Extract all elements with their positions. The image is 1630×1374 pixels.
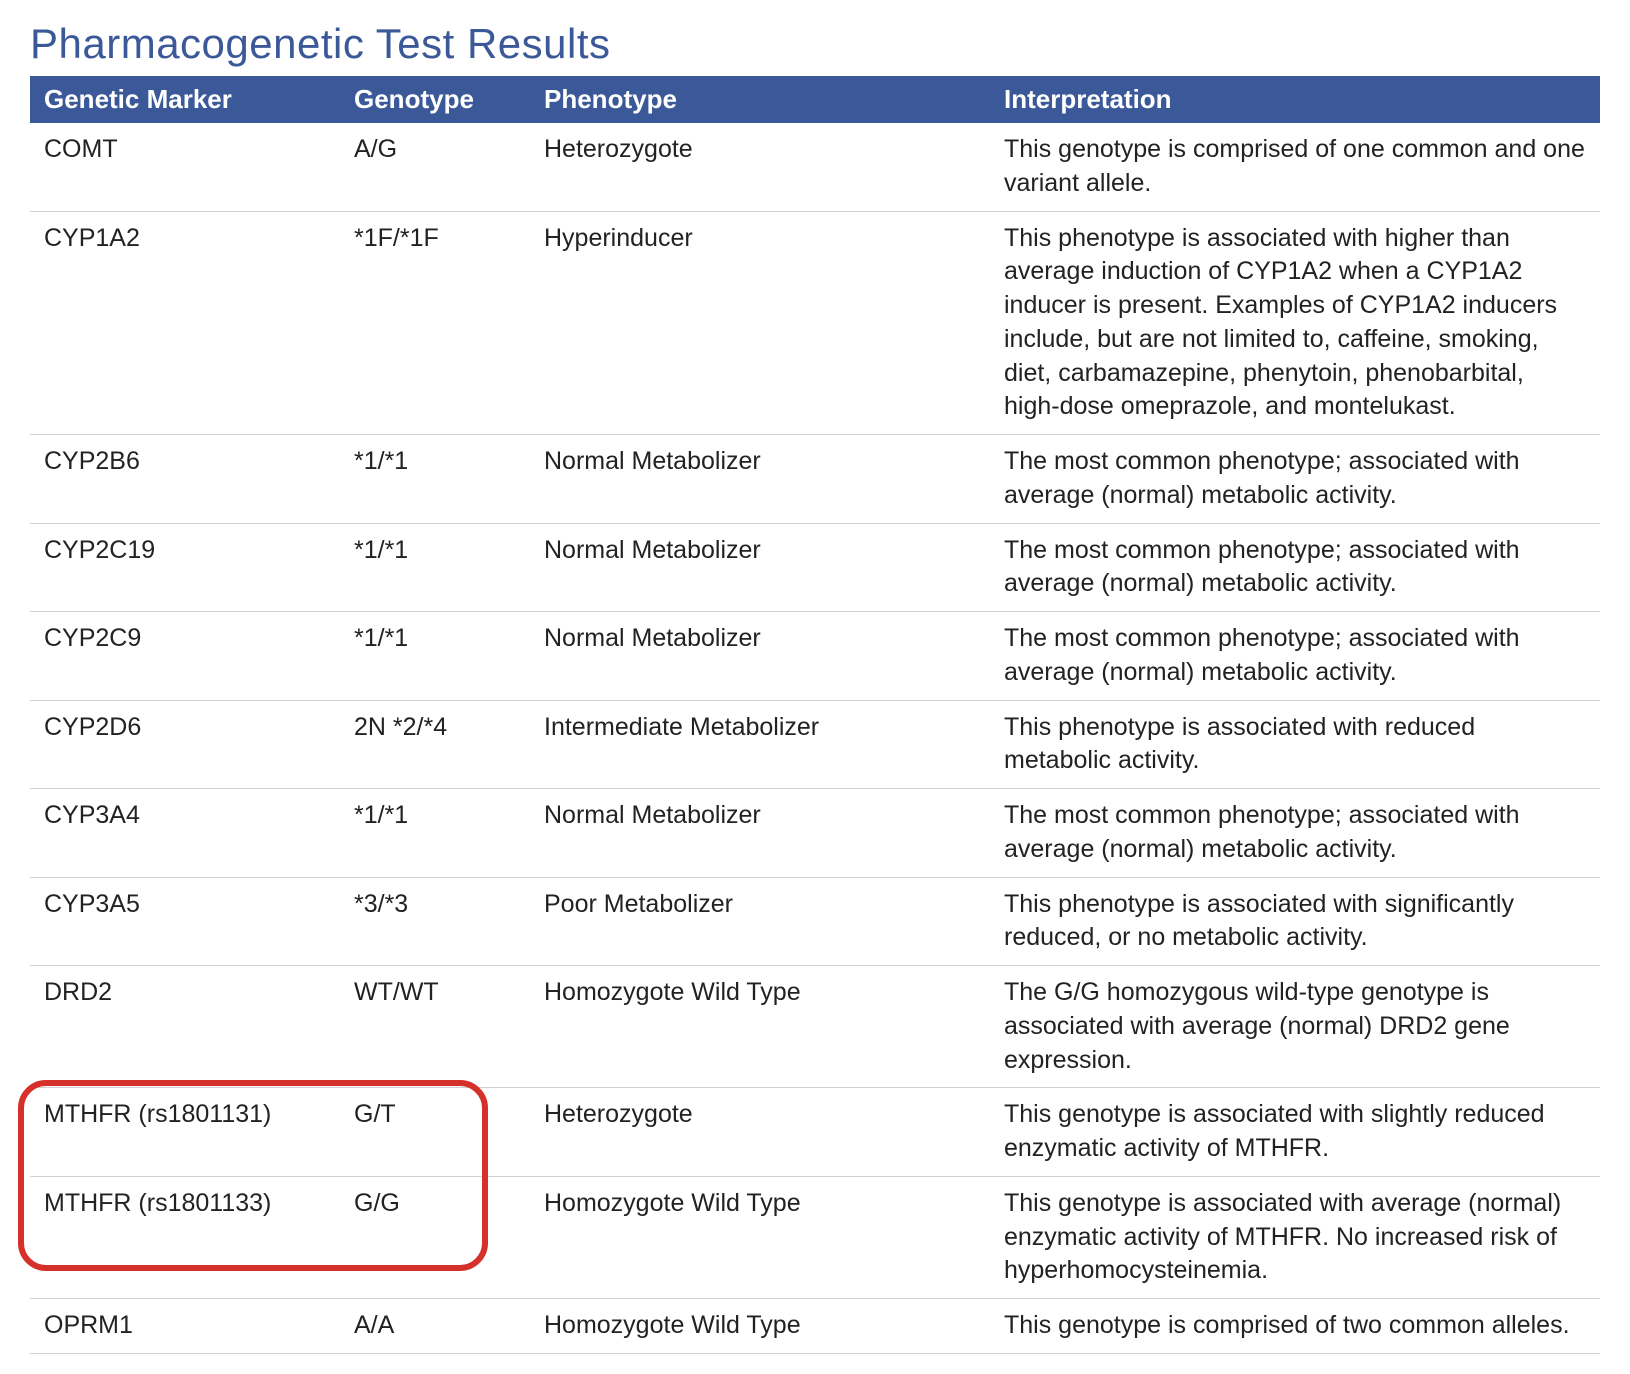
cell-marker: CYP3A5	[30, 877, 340, 966]
table-row: CYP2C19 *1/*1 Normal Metabolizer The mos…	[30, 523, 1600, 612]
cell-phenotype: Normal Metabolizer	[530, 612, 990, 701]
cell-genotype: WT/WT	[340, 966, 530, 1088]
cell-marker: CYP2B6	[30, 435, 340, 524]
cell-interpretation: This genotype is associated with average…	[990, 1176, 1600, 1298]
cell-marker: COMT	[30, 123, 340, 211]
cell-interpretation: This genotype is associated with slightl…	[990, 1088, 1600, 1177]
table-row: OPRM1 A/A Homozygote Wild Type This geno…	[30, 1299, 1600, 1354]
cell-marker: CYP3A4	[30, 789, 340, 878]
cell-genotype: *1/*1	[340, 523, 530, 612]
cell-phenotype: Poor Metabolizer	[530, 877, 990, 966]
table-row: CYP2C9 *1/*1 Normal Metabolizer The most…	[30, 612, 1600, 701]
cell-genotype: *1/*1	[340, 612, 530, 701]
table-row: CYP1A2 *1F/*1F Hyperinducer This phenoty…	[30, 211, 1600, 435]
column-header-phenotype: Phenotype	[530, 76, 990, 123]
cell-genotype: A/G	[340, 123, 530, 211]
cell-marker: CYP2C19	[30, 523, 340, 612]
cell-phenotype: Heterozygote	[530, 1088, 990, 1177]
cell-interpretation: This phenotype is associated with higher…	[990, 211, 1600, 435]
cell-interpretation: The most common phenotype; associated wi…	[990, 523, 1600, 612]
cell-interpretation: The G/G homozygous wild-type genotype is…	[990, 966, 1600, 1088]
cell-marker: CYP2D6	[30, 700, 340, 789]
table-row: CYP2D6 2N *2/*4 Intermediate Metabolizer…	[30, 700, 1600, 789]
column-header-genotype: Genotype	[340, 76, 530, 123]
cell-marker: CYP2C9	[30, 612, 340, 701]
cell-phenotype: Intermediate Metabolizer	[530, 700, 990, 789]
cell-phenotype: Heterozygote	[530, 123, 990, 211]
cell-phenotype: Normal Metabolizer	[530, 435, 990, 524]
cell-marker: DRD2	[30, 966, 340, 1088]
table-row: COMT A/G Heterozygote This genotype is c…	[30, 123, 1600, 211]
table-body: COMT A/G Heterozygote This genotype is c…	[30, 123, 1600, 1353]
cell-genotype: A/A	[340, 1299, 530, 1354]
cell-marker: MTHFR (rs1801131)	[30, 1088, 340, 1177]
cell-marker: OPRM1	[30, 1299, 340, 1354]
cell-phenotype: Normal Metabolizer	[530, 789, 990, 878]
cell-marker: CYP1A2	[30, 211, 340, 435]
column-header-interpretation: Interpretation	[990, 76, 1600, 123]
cell-interpretation: This phenotype is associated with reduce…	[990, 700, 1600, 789]
cell-marker: MTHFR (rs1801133)	[30, 1176, 340, 1298]
cell-phenotype: Homozygote Wild Type	[530, 966, 990, 1088]
cell-interpretation: This genotype is comprised of one common…	[990, 123, 1600, 211]
cell-interpretation: The most common phenotype; associated wi…	[990, 789, 1600, 878]
cell-genotype: *1/*1	[340, 789, 530, 878]
table-wrapper: Genetic Marker Genotype Phenotype Interp…	[30, 76, 1600, 1354]
cell-genotype: *3/*3	[340, 877, 530, 966]
cell-phenotype: Homozygote Wild Type	[530, 1299, 990, 1354]
column-header-marker: Genetic Marker	[30, 76, 340, 123]
cell-phenotype: Hyperinducer	[530, 211, 990, 435]
cell-genotype: G/G	[340, 1176, 530, 1298]
cell-phenotype: Homozygote Wild Type	[530, 1176, 990, 1298]
cell-interpretation: This genotype is comprised of two common…	[990, 1299, 1600, 1354]
cell-genotype: G/T	[340, 1088, 530, 1177]
table-header-row: Genetic Marker Genotype Phenotype Interp…	[30, 76, 1600, 123]
cell-genotype: 2N *2/*4	[340, 700, 530, 789]
table-row: MTHFR (rs1801131) G/T Heterozygote This …	[30, 1088, 1600, 1177]
cell-interpretation: The most common phenotype; associated wi…	[990, 612, 1600, 701]
results-table: Genetic Marker Genotype Phenotype Interp…	[30, 76, 1600, 1354]
cell-phenotype: Normal Metabolizer	[530, 523, 990, 612]
page-title: Pharmacogenetic Test Results	[30, 20, 1600, 68]
table-row: DRD2 WT/WT Homozygote Wild Type The G/G …	[30, 966, 1600, 1088]
cell-genotype: *1/*1	[340, 435, 530, 524]
cell-interpretation: This phenotype is associated with signif…	[990, 877, 1600, 966]
cell-interpretation: The most common phenotype; associated wi…	[990, 435, 1600, 524]
table-row: MTHFR (rs1801133) G/G Homozygote Wild Ty…	[30, 1176, 1600, 1298]
table-row: CYP3A4 *1/*1 Normal Metabolizer The most…	[30, 789, 1600, 878]
table-row: CYP2B6 *1/*1 Normal Metabolizer The most…	[30, 435, 1600, 524]
cell-genotype: *1F/*1F	[340, 211, 530, 435]
table-row: CYP3A5 *3/*3 Poor Metabolizer This pheno…	[30, 877, 1600, 966]
